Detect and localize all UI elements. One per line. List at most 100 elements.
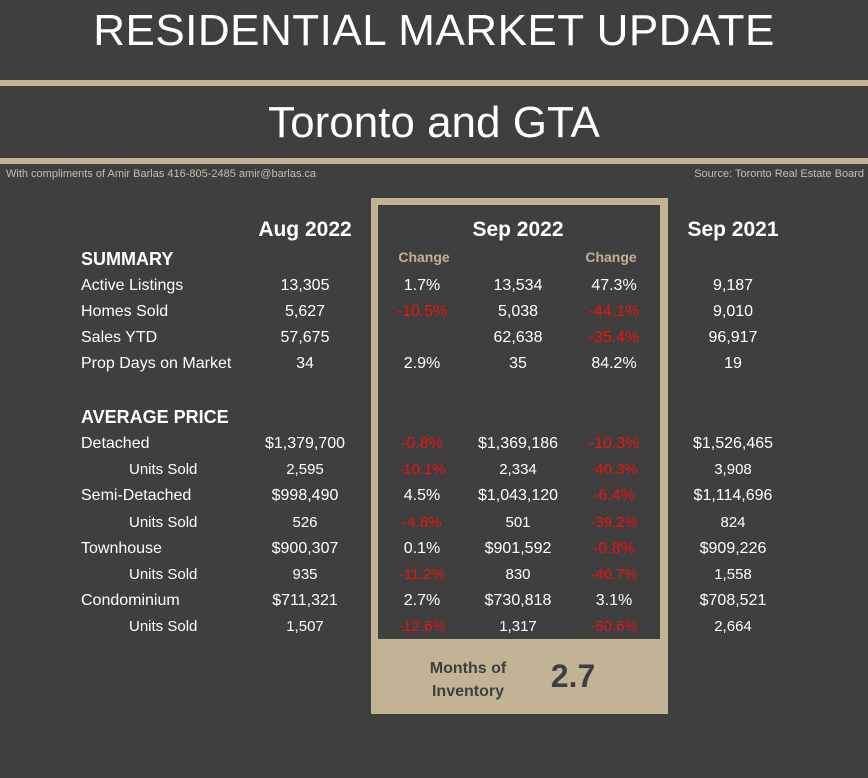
aug-2022-value: $1,379,700 [264,435,346,452]
sep-2021-value: 2,664 [714,618,752,636]
sep-2021-value: 824 [720,513,746,531]
change-header-month: Change [398,249,450,265]
sep-2022-value: $1,369,186 [477,435,559,452]
aug-2022-value: 935 [292,566,318,583]
aug-2022-value: 2,595 [286,461,324,479]
month-change-value: -10.1% [398,461,446,479]
year-change-value: -40.3% [590,461,638,479]
row-label: Homes Sold [81,303,169,320]
sep-2021-value: $909,226 [699,539,767,557]
row-label: Townhouse [81,539,162,557]
average-price-heading: AVERAGE PRICE [81,407,229,427]
month-change-value: 1.7% [403,277,441,294]
year-change-value: 3.1% [595,592,633,610]
aug-2022-value: $711,321 [272,592,338,610]
months-of-inventory-label-line1: Months of [429,660,507,677]
highlight-panel [378,205,660,639]
row-label: Semi-Detached [81,487,192,505]
month-change-value: 4.5% [403,487,441,505]
sep-2021-value: 3,908 [714,461,752,479]
table-row: Semi-Detached $998,490 4.5% $1,043,120 -6.4%… [0,487,868,513]
months-of-inventory-label: Months of Inventory [418,657,518,703]
table-row: Homes Sold 5,627 -10.5% 5,038 -44.1% 9,010 [0,303,868,329]
aug-2022-value: 57,675 [280,329,330,346]
month-change-value: -11.2% [398,566,446,583]
months-of-inventory-value: 2.7 [550,658,596,694]
year-change-value: -46.7% [590,566,638,583]
aug-2022-value: 526 [292,513,318,531]
table-row: Units Sold 935 -11.2% 830 -46.7% 1,558 [0,566,868,592]
month-change-value: -0.8% [401,435,443,452]
credit-line: With compliments of Amir Barlas 416-805-… [6,168,317,180]
year-change-value: -39.2% [590,513,638,531]
column-header-aug-2022: Aug 2022 [258,218,352,241]
table-row: Townhouse $900,307 0.1% $901,592 -0.8% $909,2… [0,540,868,566]
month-change-value: 2.7% [403,592,441,610]
sep-2022-value: 62,638 [493,329,543,346]
sep-2021-value: $708,521 [699,592,767,610]
change-header-year: Change [585,249,637,265]
column-header-sep-2022: Sep 2022 [472,218,564,241]
row-label: Sales YTD [81,329,158,346]
month-change-value: 2.9% [403,355,441,372]
year-change-value: -35.4% [588,329,640,346]
sep-2022-value: $1,043,120 [477,487,559,505]
sep-2022-value: 501 [505,513,531,531]
subtitle-divider [0,158,868,164]
sep-2022-value: 35 [509,355,527,372]
table-row: Sales YTD 57,675 62,638 -35.4% 96,917 [0,329,868,355]
sep-2022-value: 1,317 [499,618,537,636]
title-divider [0,80,868,86]
column-header-sep-2021: Sep 2021 [687,218,779,241]
aug-2022-value: 1,507 [286,618,324,636]
aug-2022-value: $900,307 [271,539,339,557]
aug-2022-value: 34 [296,355,314,372]
row-label: Condominium [81,592,180,610]
sep-2021-value: $1,114,696 [693,487,773,505]
sep-2021-value: 9,010 [712,303,754,320]
sep-2021-value: 9,187 [712,277,754,294]
table-row: Units Sold 526 -4.8% 501 -39.2% 824 [0,514,868,540]
sep-2022-value: $730,818 [484,592,552,610]
sep-2022-value: 13,534 [493,277,543,294]
summary-heading: SUMMARY [81,249,174,269]
year-change-value: -44.1% [588,303,640,320]
sep-2022-value: 830 [505,566,531,583]
row-label: Units Sold [129,618,198,636]
sep-2021-value: 1,558 [714,566,752,583]
sep-2022-value: 2,334 [499,461,537,479]
row-label: Detached [81,435,150,452]
table-row: Detached $1,379,700 -0.8% $1,369,186 -10.3% $… [0,435,868,461]
year-change-value: -6.4% [593,487,635,505]
table-row: Units Sold 2,595 -10.1% 2,334 -40.3% 3,908 [0,461,868,487]
sep-2022-value: 5,038 [497,303,539,320]
year-change-value: -0.8% [593,539,635,557]
table-row: Condominium $711,321 2.7% $730,818 3.1% $708,… [0,592,868,618]
month-change-value: 0.1% [403,539,441,557]
table-row: Prop Days on Market 34 2.9% 35 84.2% 19 [0,355,868,381]
aug-2022-value: 13,305 [280,277,330,294]
table-row: Units Sold 1,507 -12.6% 1,317 -50.6% 2,664 [0,618,868,644]
sep-2022-value: $901,592 [484,539,552,557]
source-line: Source: Toronto Real Estate Board [694,168,864,180]
sep-2021-value: 96,917 [708,329,758,346]
row-label: Units Sold [129,566,198,583]
month-change-value: -12.6% [398,618,446,636]
table-row: Active Listings 13,305 1.7% 13,534 47.3% 9,18… [0,277,868,303]
sep-2021-value: 19 [724,355,742,372]
year-change-value: -10.3% [588,435,640,452]
row-label: Prop Days on Market [81,355,232,372]
row-label: Units Sold [129,461,198,479]
aug-2022-value: 5,627 [284,303,326,320]
year-change-value: 84.2% [591,355,637,372]
year-change-value: -50.6% [590,618,638,636]
row-label: Active Listings [81,277,184,294]
region-title: Toronto and GTA [268,98,600,147]
report-title: RESIDENTIAL MARKET UPDATE [93,6,775,55]
year-change-value: 47.3% [591,277,637,294]
aug-2022-value: $998,490 [271,487,339,505]
sep-2021-value: $1,526,465 [692,435,774,452]
month-change-value: -10.5% [396,303,448,320]
month-change-value: -4.8% [402,513,442,531]
row-label: Units Sold [129,513,198,531]
